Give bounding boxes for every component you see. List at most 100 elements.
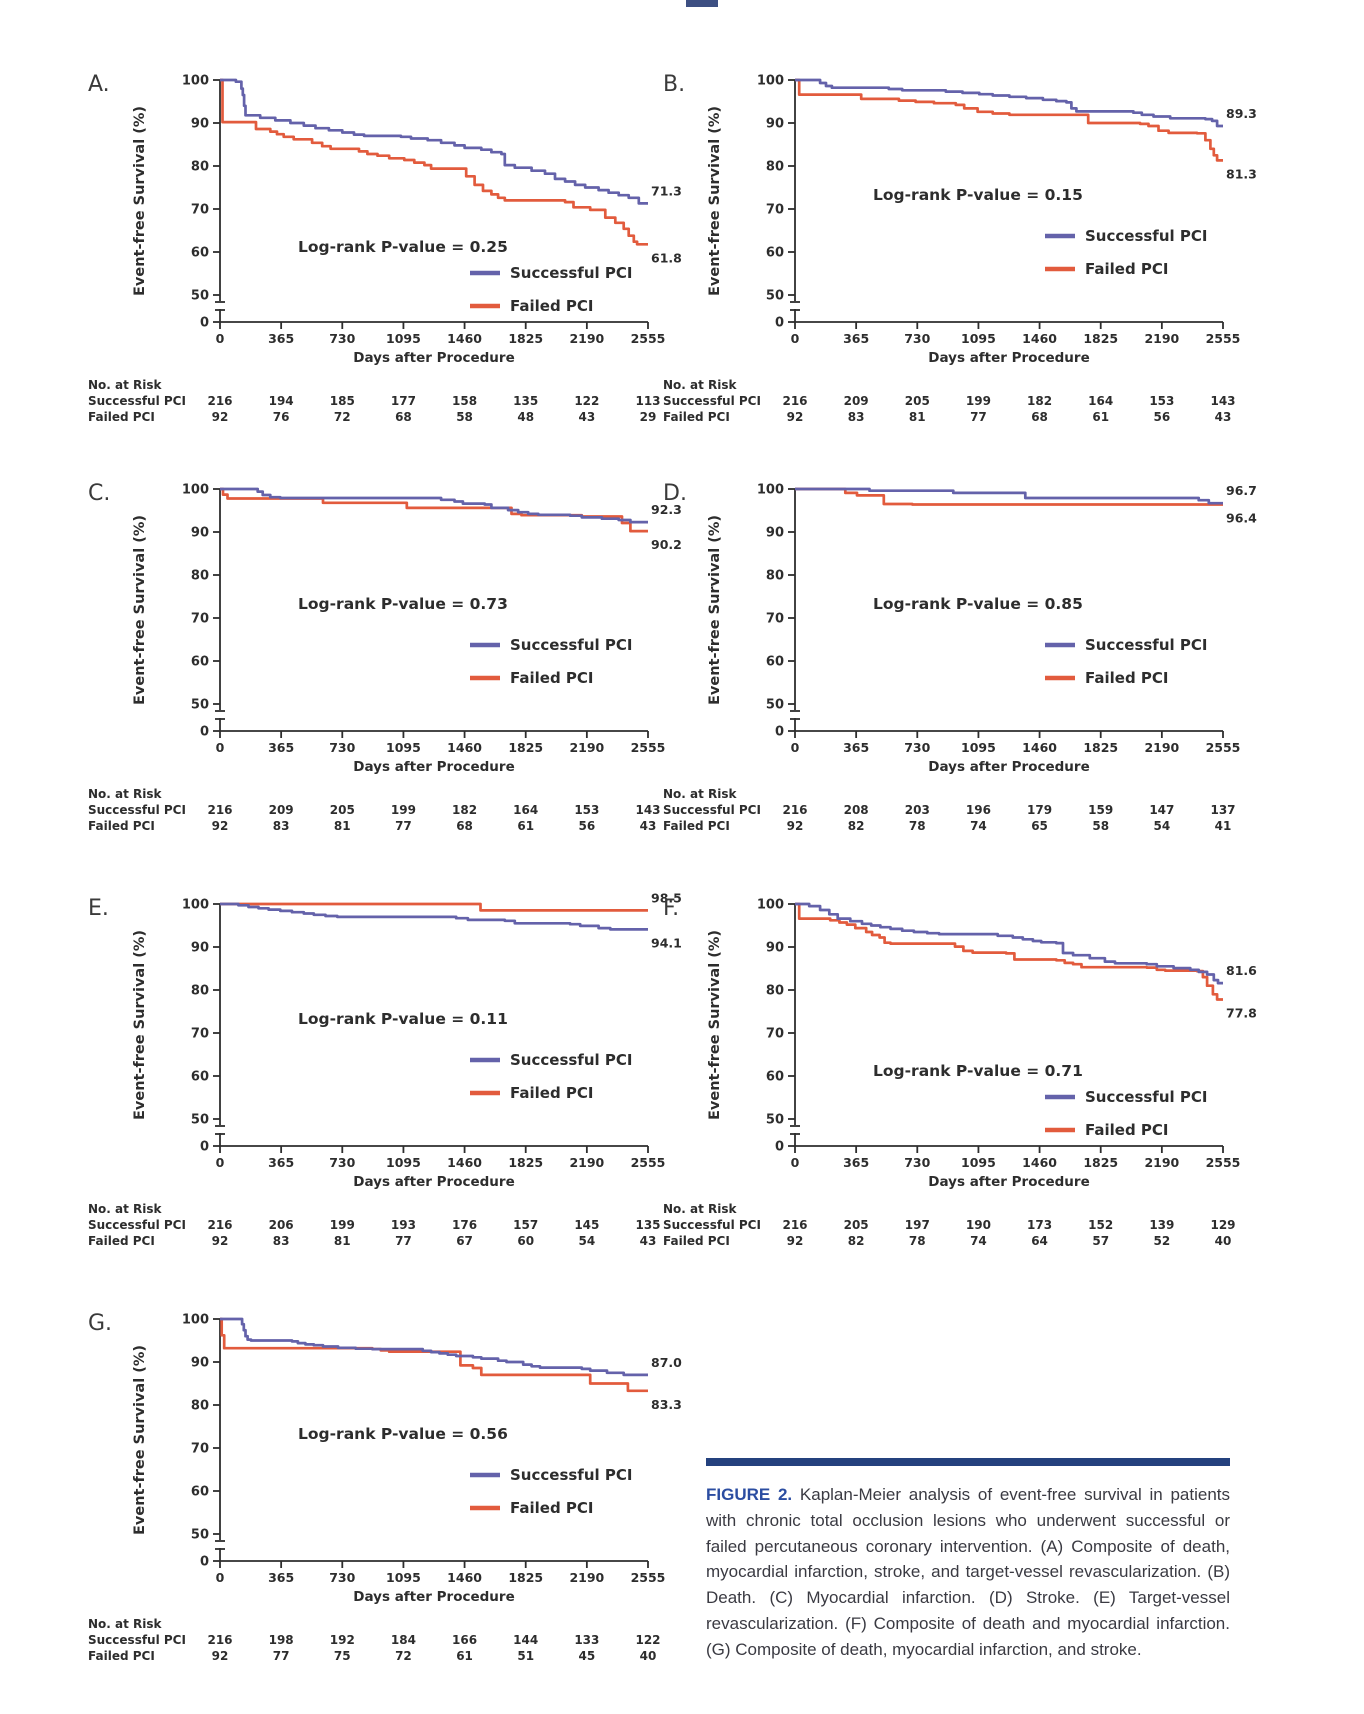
risk-count-failed: 61	[456, 1649, 473, 1663]
risk-count-successful: 164	[513, 803, 539, 817]
risk-count-failed: 92	[786, 1234, 804, 1248]
x-tick-label: 2555	[631, 1155, 666, 1170]
x-axis-label: Days after Procedure	[353, 759, 514, 775]
risk-count-successful: 147	[1149, 803, 1175, 817]
y-tick-label: 50	[766, 1113, 784, 1128]
y-tick-label: 90	[191, 117, 209, 132]
y-tick-label: 80	[191, 160, 209, 175]
risk-row-label-successful: Successful PCI	[663, 803, 761, 817]
x-axis-label: Days after Procedure	[353, 1589, 514, 1605]
x-tick-label: 0	[791, 331, 800, 346]
risk-count-successful: 145	[574, 1218, 600, 1232]
risk-count-successful: 199	[965, 394, 991, 408]
x-tick-label: 730	[329, 1155, 355, 1170]
legend-successful-label: Successful PCI	[510, 636, 632, 654]
panel-D: D. 0 50 60 70 80 90 100 Event-free Survival (%) 0…	[663, 469, 1275, 841]
risk-count-failed: 81	[333, 1234, 351, 1248]
risk-count-successful: 139	[1149, 1218, 1175, 1232]
y-tick-label: 0	[200, 316, 209, 331]
y-tick-label: 50	[191, 289, 209, 304]
y-tick-label: 80	[191, 984, 209, 999]
legend-failed-label: Failed PCI	[510, 669, 594, 687]
y-tick-label: 100	[757, 483, 784, 498]
x-tick-label: 1825	[508, 1155, 543, 1170]
x-tick-label: 1825	[508, 331, 543, 346]
risk-count-failed: 58	[1092, 819, 1110, 833]
y-tick-label: 0	[775, 1140, 784, 1155]
x-axis-label: Days after Procedure	[928, 350, 1089, 366]
panel-F: F. 0 50 60 70 80 90 100 Event-free Survival (%) 0…	[663, 884, 1275, 1256]
risk-count-failed: 68	[456, 819, 473, 833]
risk-count-failed: 60	[517, 1234, 535, 1248]
risk-count-failed: 43	[639, 1234, 657, 1248]
risk-count-failed: 92	[211, 410, 229, 424]
y-tick-label: 60	[766, 246, 784, 261]
x-tick-label: 1095	[961, 331, 996, 346]
x-tick-label: 2190	[1144, 740, 1179, 755]
risk-count-successful: 192	[329, 1633, 355, 1647]
y-axis-label: Event-free Survival (%)	[132, 106, 148, 296]
x-tick-label: 1095	[386, 1570, 421, 1585]
legend-successful-label: Successful PCI	[1085, 636, 1207, 654]
risk-row-label-failed: Failed PCI	[663, 410, 730, 424]
risk-count-failed: 92	[211, 1649, 229, 1663]
panel-C-plot: 0 50 60 70 80 90 100 Event-free Survival (%) 0 36…	[132, 483, 682, 776]
successful-pci-curve	[795, 487, 1223, 505]
x-tick-label: 2190	[1144, 331, 1179, 346]
panel-G: G. 0 50 60 70 80 90 100 Event-free Survival (%) 0…	[88, 1299, 700, 1671]
y-axis-label: Event-free Survival (%)	[707, 515, 723, 705]
x-tick-label: 1460	[447, 1570, 482, 1585]
risk-count-failed: 77	[970, 410, 987, 424]
end-label-bottom: 96.4	[1226, 510, 1257, 525]
risk-count-failed: 67	[456, 1234, 473, 1248]
risk-count-failed: 41	[1214, 819, 1232, 833]
panel-A-plot: 0 50 60 70 80 90 100 Event-free Survival (%) 0 36…	[132, 74, 682, 367]
risk-count-failed: 29	[639, 410, 657, 424]
legend-failed-label: Failed PCI	[1085, 669, 1169, 687]
legend-failed-label: Failed PCI	[510, 1084, 594, 1102]
risk-count-failed: 54	[578, 1234, 596, 1248]
risk-count-successful: 143	[635, 803, 661, 817]
legend-successful-label: Successful PCI	[510, 1051, 632, 1069]
risk-row-label-failed: Failed PCI	[88, 1234, 155, 1248]
risk-count-successful: 122	[574, 394, 600, 408]
end-label-top: 71.3	[651, 183, 682, 198]
successful-pci-curve	[220, 487, 648, 524]
x-tick-label: 2555	[631, 1570, 666, 1585]
y-tick-label: 90	[191, 1356, 209, 1371]
x-tick-label: 0	[216, 331, 225, 346]
risk-count-successful: 199	[390, 803, 416, 817]
risk-table-header: No. at Risk	[88, 1617, 162, 1631]
risk-count-successful: 190	[965, 1218, 991, 1232]
risk-count-successful: 185	[329, 394, 355, 408]
risk-count-failed: 78	[908, 819, 926, 833]
y-tick-label: 50	[191, 1528, 209, 1543]
panel-letter-E: E.	[88, 896, 109, 921]
risk-row-label-failed: Failed PCI	[663, 1234, 730, 1248]
risk-count-failed: 40	[1214, 1234, 1232, 1248]
x-tick-label: 365	[268, 1155, 294, 1170]
risk-count-successful: 208	[843, 803, 869, 817]
x-tick-label: 730	[904, 740, 930, 755]
panel-letter-F: F.	[663, 896, 680, 921]
panel-E-plot: 0 50 60 70 80 90 100 Event-free Survival (%) 0 36…	[132, 890, 682, 1190]
panel-letter-G: G.	[88, 1311, 113, 1336]
x-tick-label: 2555	[631, 331, 666, 346]
end-label-bottom: 77.8	[1226, 1005, 1257, 1020]
risk-count-successful: 176	[452, 1218, 478, 1232]
panel-D-plot: 0 50 60 70 80 90 100 Event-free Survival (%) 0 36…	[707, 483, 1257, 776]
log-rank-p-value: Log-rank P-value = 0.85	[873, 595, 1083, 613]
y-axis-label: Event-free Survival (%)	[707, 930, 723, 1120]
x-tick-label: 365	[268, 740, 294, 755]
risk-row-label-successful: Successful PCI	[663, 394, 761, 408]
x-tick-label: 2555	[631, 740, 666, 755]
risk-count-failed: 43	[578, 410, 596, 424]
risk-count-failed: 43	[639, 819, 657, 833]
x-tick-label: 730	[904, 331, 930, 346]
y-tick-label: 50	[191, 1113, 209, 1128]
risk-count-successful: 153	[1149, 394, 1175, 408]
risk-count-failed: 72	[395, 1649, 412, 1663]
x-tick-label: 365	[843, 740, 869, 755]
successful-pci-curve	[220, 902, 648, 931]
risk-table-header: No. at Risk	[663, 787, 737, 801]
